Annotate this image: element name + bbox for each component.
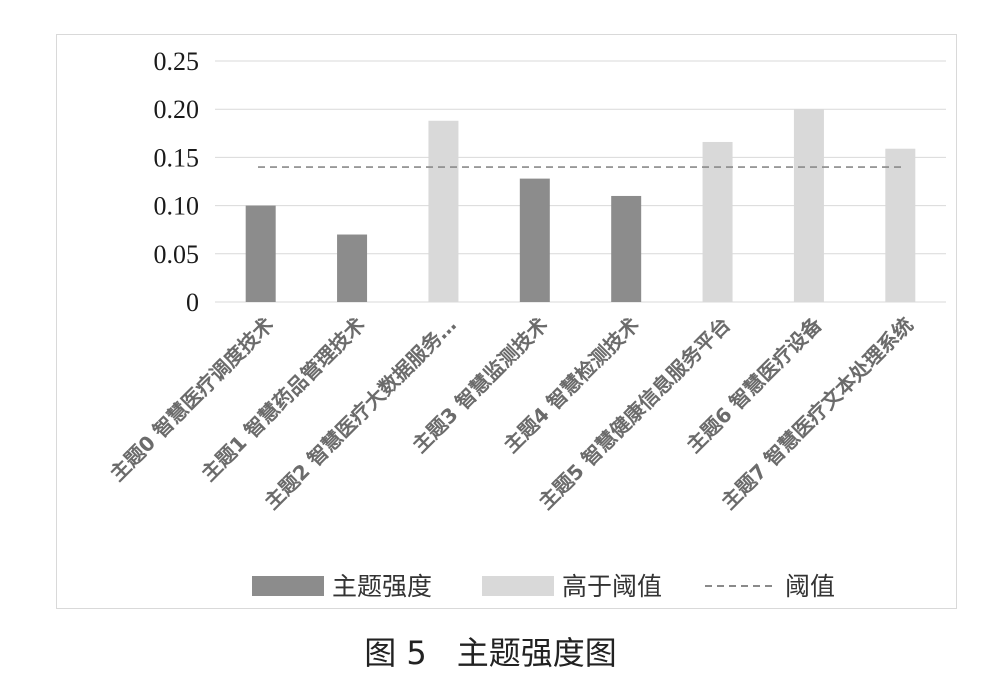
figure-caption: 图 5 主题强度图 (0, 628, 981, 674)
bar-2 (428, 120, 459, 302)
bar-5 (702, 141, 733, 302)
bar-7 (885, 148, 916, 302)
chart-frame: 0 0.05 0.10 0.15 0.20 0.25 主题0 智慧医疗调度技术 主题1 智慧… (56, 34, 957, 609)
bars (245, 109, 916, 302)
grid-lines (215, 60, 946, 303)
y-tick-label: 0.05 (154, 240, 200, 269)
x-tick-label: 主题0 智慧医疗调度技术 (105, 313, 278, 486)
caption-label: 图 5 (364, 634, 427, 672)
bar-1 (337, 234, 368, 302)
bar-0 (245, 205, 276, 302)
legend-label-above: 高于阈值 (562, 572, 662, 601)
bar-4 (611, 195, 642, 302)
y-tick-label: 0 (186, 288, 199, 317)
y-tick-label: 0.25 (154, 47, 200, 76)
legend-swatch-above (482, 576, 554, 596)
y-axis-ticks: 0 0.05 0.10 0.15 0.20 0.25 (154, 47, 200, 317)
x-tick-label: 主题2 智慧医疗大数据服务… (260, 313, 461, 514)
x-tick-label: 主题5 智慧健康信息服务平台 (534, 313, 735, 514)
x-tick-label: 主题7 智慧医疗文本处理系统 (716, 313, 917, 514)
x-tick-label: 主题1 智慧药品管理技术 (196, 313, 369, 486)
y-tick-label: 0.20 (154, 95, 200, 124)
legend-swatch-strength (252, 576, 324, 596)
y-tick-label: 0.15 (154, 143, 200, 172)
bar-6 (793, 109, 824, 302)
legend-label-strength: 主题强度 (332, 572, 432, 601)
bar-3 (519, 178, 550, 302)
legend-label-threshold: 阈值 (785, 572, 835, 601)
caption-title: 主题强度图 (456, 634, 617, 672)
legend: 主题强度 高于阈值 阈值 (252, 572, 835, 601)
y-tick-label: 0.10 (154, 192, 200, 221)
